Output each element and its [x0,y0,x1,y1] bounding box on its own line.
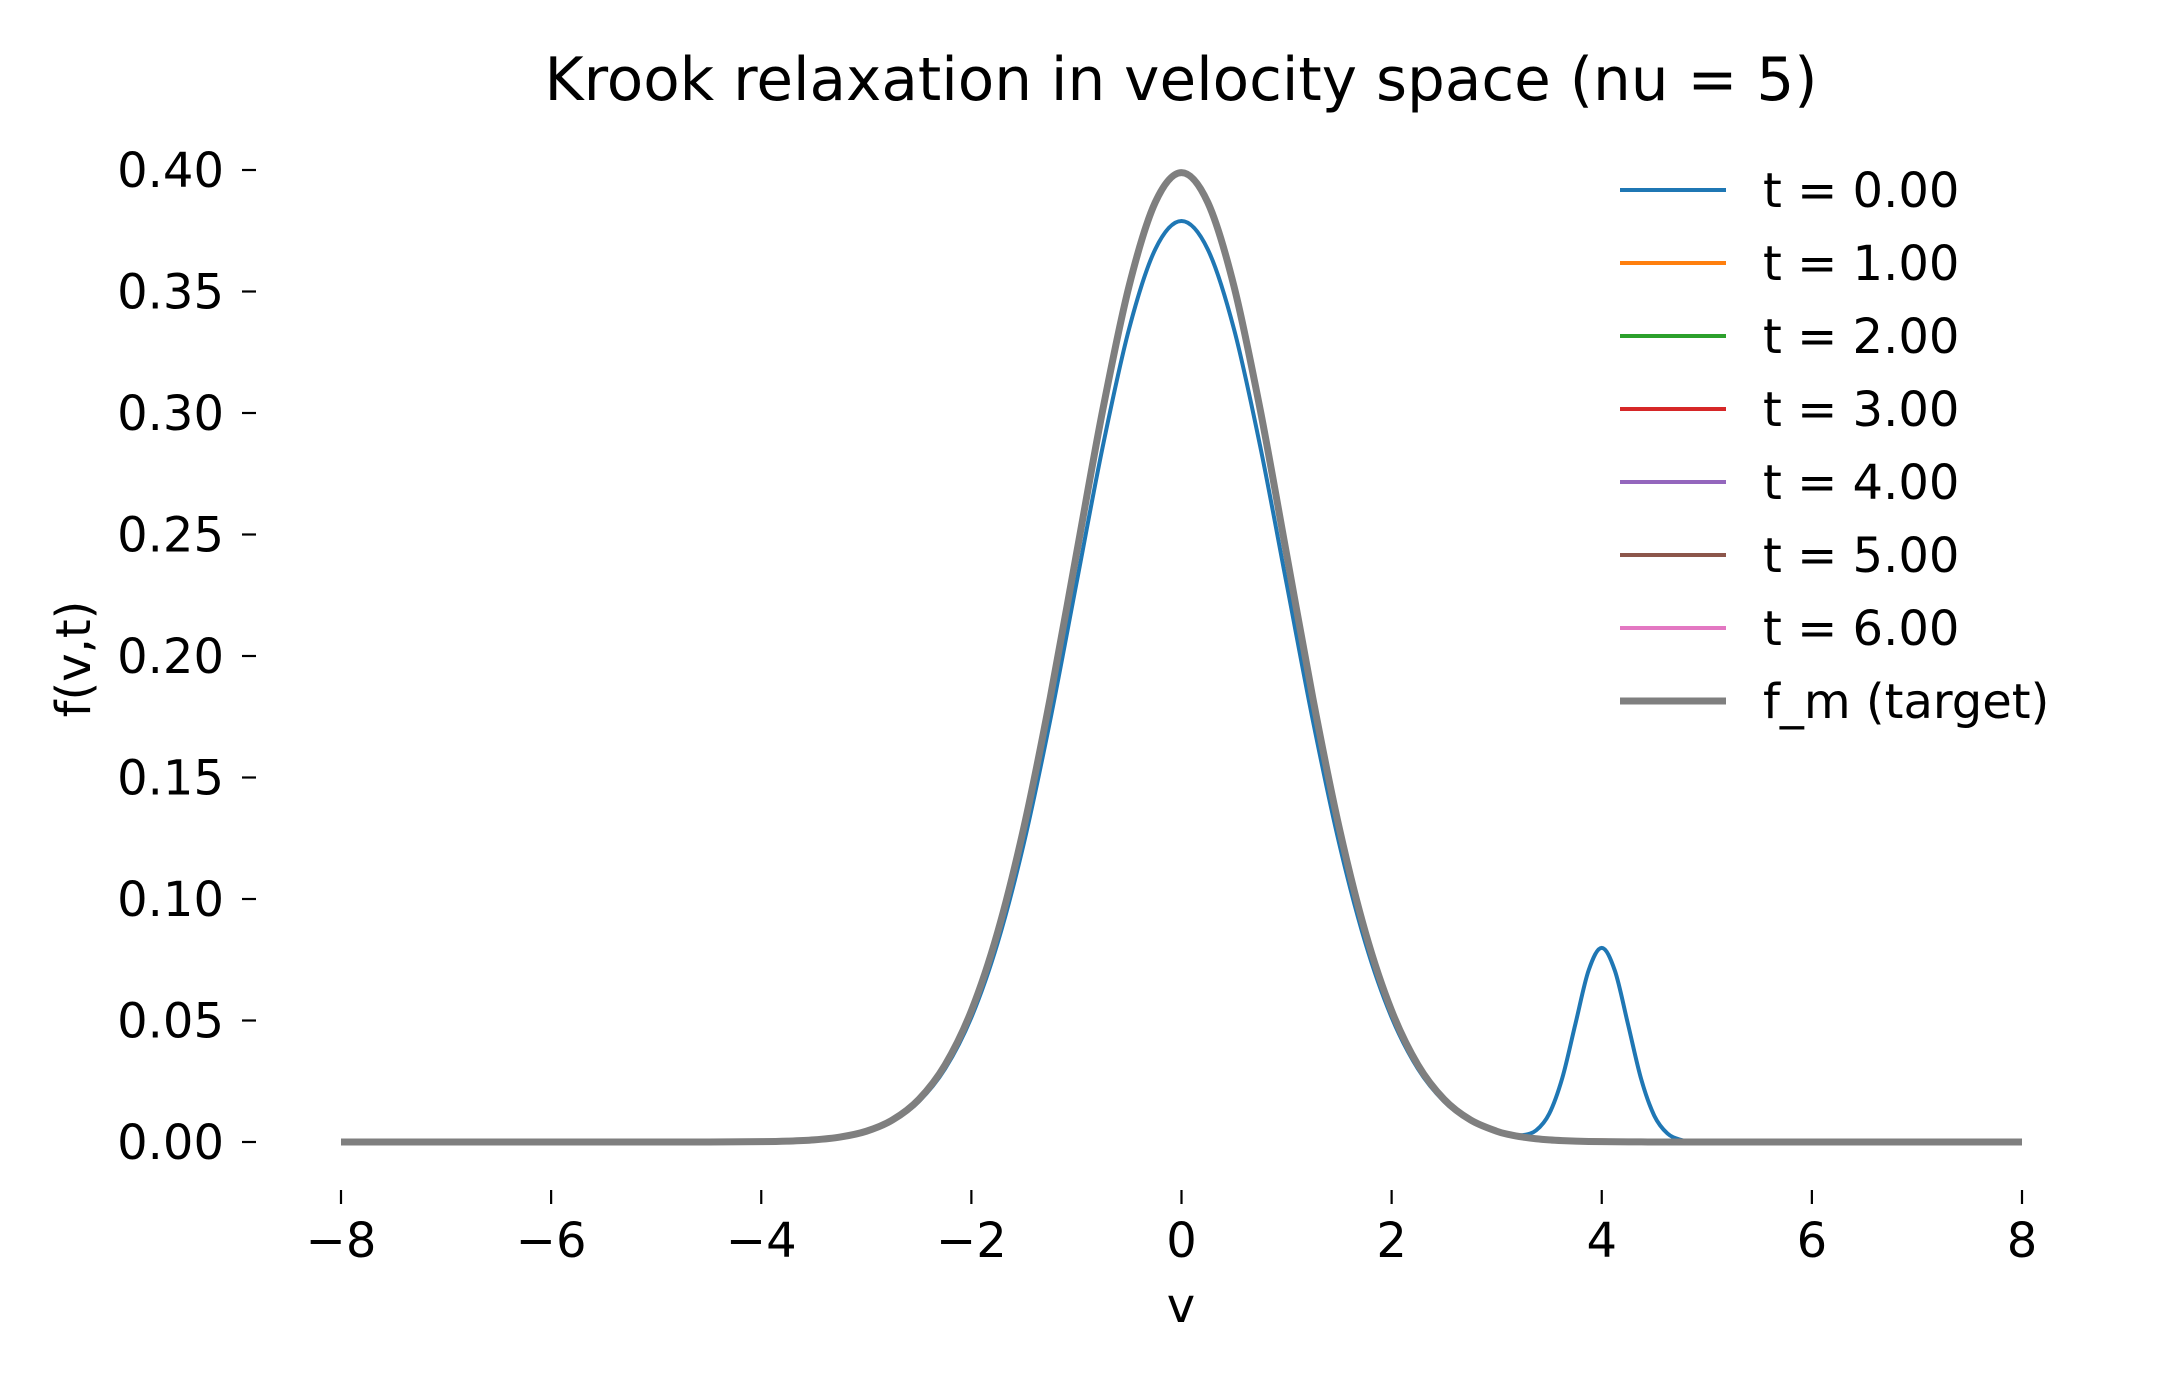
y-tick-label: 0.00 [117,1115,224,1171]
legend-label: t = 4.00 [1763,455,1959,511]
y-tick-label: 0.10 [117,872,224,928]
legend-item: t = 2.00 [1620,309,1959,365]
y-axis: 0.00 0.05 0.10 0.15 0.20 0.25 0.30 0.35 0.40 [117,143,256,1171]
y-tick-label: 0.25 [117,508,224,564]
legend-label: t = 3.00 [1763,382,1959,438]
y-tick-label: 0.35 [117,265,224,321]
legend-label: t = 0.00 [1763,163,1959,219]
y-tick-label: 0.30 [117,386,224,442]
y-tick-label: 0.15 [117,751,224,807]
legend: t = 0.00 t = 1.00 t = 2.00 t = 3.00 t = 4.00… [1620,163,2049,730]
legend-item: t = 1.00 [1620,236,1959,292]
x-axis-label: v [1167,1278,1195,1334]
x-tick-label: 2 [1376,1213,1407,1269]
legend-label: t = 6.00 [1763,601,1959,657]
legend-label: t = 5.00 [1763,528,1959,584]
x-tick-label: 0 [1166,1213,1197,1269]
x-tick-label: 6 [1797,1213,1828,1269]
legend-item: t = 4.00 [1620,455,1959,511]
y-axis-label: f(v,t) [46,601,102,718]
legend-item: t = 6.00 [1620,601,1959,657]
x-axis: −8 −6 −4 −2 0 2 4 6 8 [306,1190,2038,1269]
x-tick-label: 4 [1586,1213,1617,1269]
plot-area [340,169,2022,1146]
legend-item: t = 0.00 [1620,163,1959,219]
x-tick-label: −8 [306,1213,377,1269]
series-line-f-m-target [340,169,2022,1146]
x-tick-label: 8 [2007,1213,2038,1269]
legend-label: t = 1.00 [1763,236,1959,292]
legend-item: t = 3.00 [1620,382,1959,438]
legend-label: t = 2.00 [1763,309,1959,365]
chart-title: Krook relaxation in velocity space (nu =… [545,45,1818,115]
x-tick-label: −4 [726,1213,797,1269]
y-tick-label: 0.40 [117,143,224,199]
x-tick-label: −2 [936,1213,1007,1269]
y-tick-label: 0.05 [117,994,224,1050]
legend-item: f_m (target) [1620,674,2049,730]
x-tick-label: −6 [516,1213,587,1269]
y-tick-label: 0.20 [117,629,224,685]
legend-label: f_m (target) [1763,674,2049,730]
legend-item: t = 5.00 [1620,528,1959,584]
